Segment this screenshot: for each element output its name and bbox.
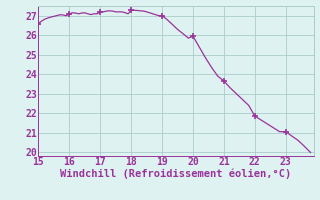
X-axis label: Windchill (Refroidissement éolien,°C): Windchill (Refroidissement éolien,°C) xyxy=(60,169,292,179)
